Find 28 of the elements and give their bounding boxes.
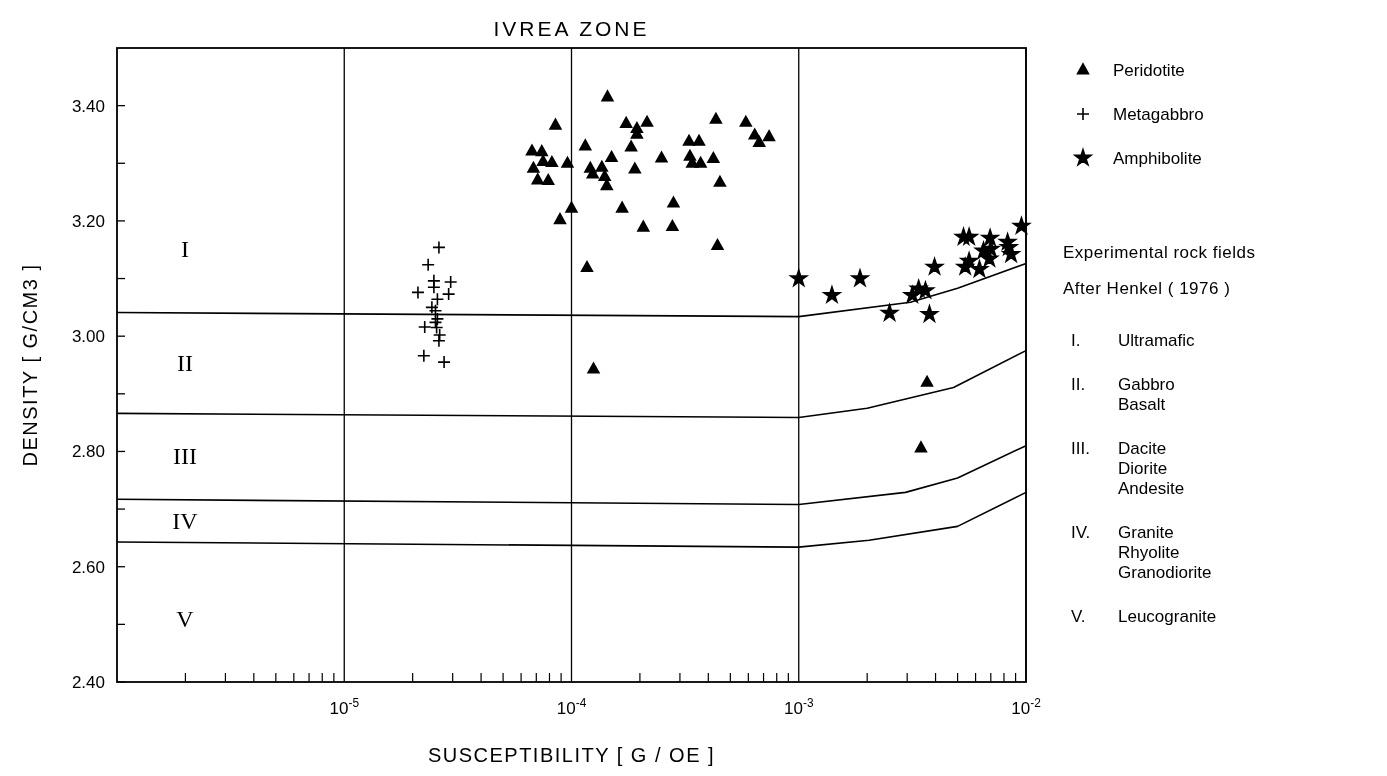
y-axis-title: DENSITY [ G/CM3 ]	[19, 263, 41, 467]
annotation: III	[173, 443, 197, 470]
annotation: I	[181, 236, 189, 263]
x-tick-label: 10$^{-2}$	[1011, 696, 1042, 718]
x-tick-label: 10$^{-4}$	[556, 696, 587, 718]
annotation: V	[176, 605, 195, 632]
legend-label: Amphibolite	[1113, 149, 1202, 168]
y-tick-label: 2.40	[71, 673, 105, 692]
y-tick-label: 3.40	[71, 96, 105, 116]
chart-title: IVREA ZONE	[493, 17, 650, 40]
text: III. Dacite Diorite Andesite	[1071, 439, 1185, 498]
text: IV. Granite Rhyolite Granodiorite	[1071, 523, 1212, 582]
x-tick-label: 10$^{-5}$	[329, 696, 360, 718]
y-tick-label: 3.00	[71, 327, 105, 347]
y-tick-label: 3.20	[71, 211, 105, 231]
text: Experimental rock fields	[1063, 243, 1256, 262]
legend-label: Peridotite	[1113, 61, 1185, 80]
x-tick-label: 10$^{-3}$	[784, 696, 814, 718]
y-tick-label: 2.60	[71, 557, 105, 577]
annotation: II	[177, 349, 193, 376]
text: II. Gabbro Basalt	[1071, 375, 1175, 414]
x-axis-title: SUSCEPTIBILITY [ G / OE ]	[427, 744, 716, 766]
y-tick-label: 2.80	[71, 442, 105, 462]
text: V. Leucogranite	[1071, 607, 1217, 626]
legend-label: Metagabbro	[1113, 105, 1204, 124]
annotation: IV	[172, 507, 199, 534]
text: After Henkel ( 1976 )	[1063, 279, 1231, 298]
text: I. Ultramafic	[1071, 331, 1195, 350]
